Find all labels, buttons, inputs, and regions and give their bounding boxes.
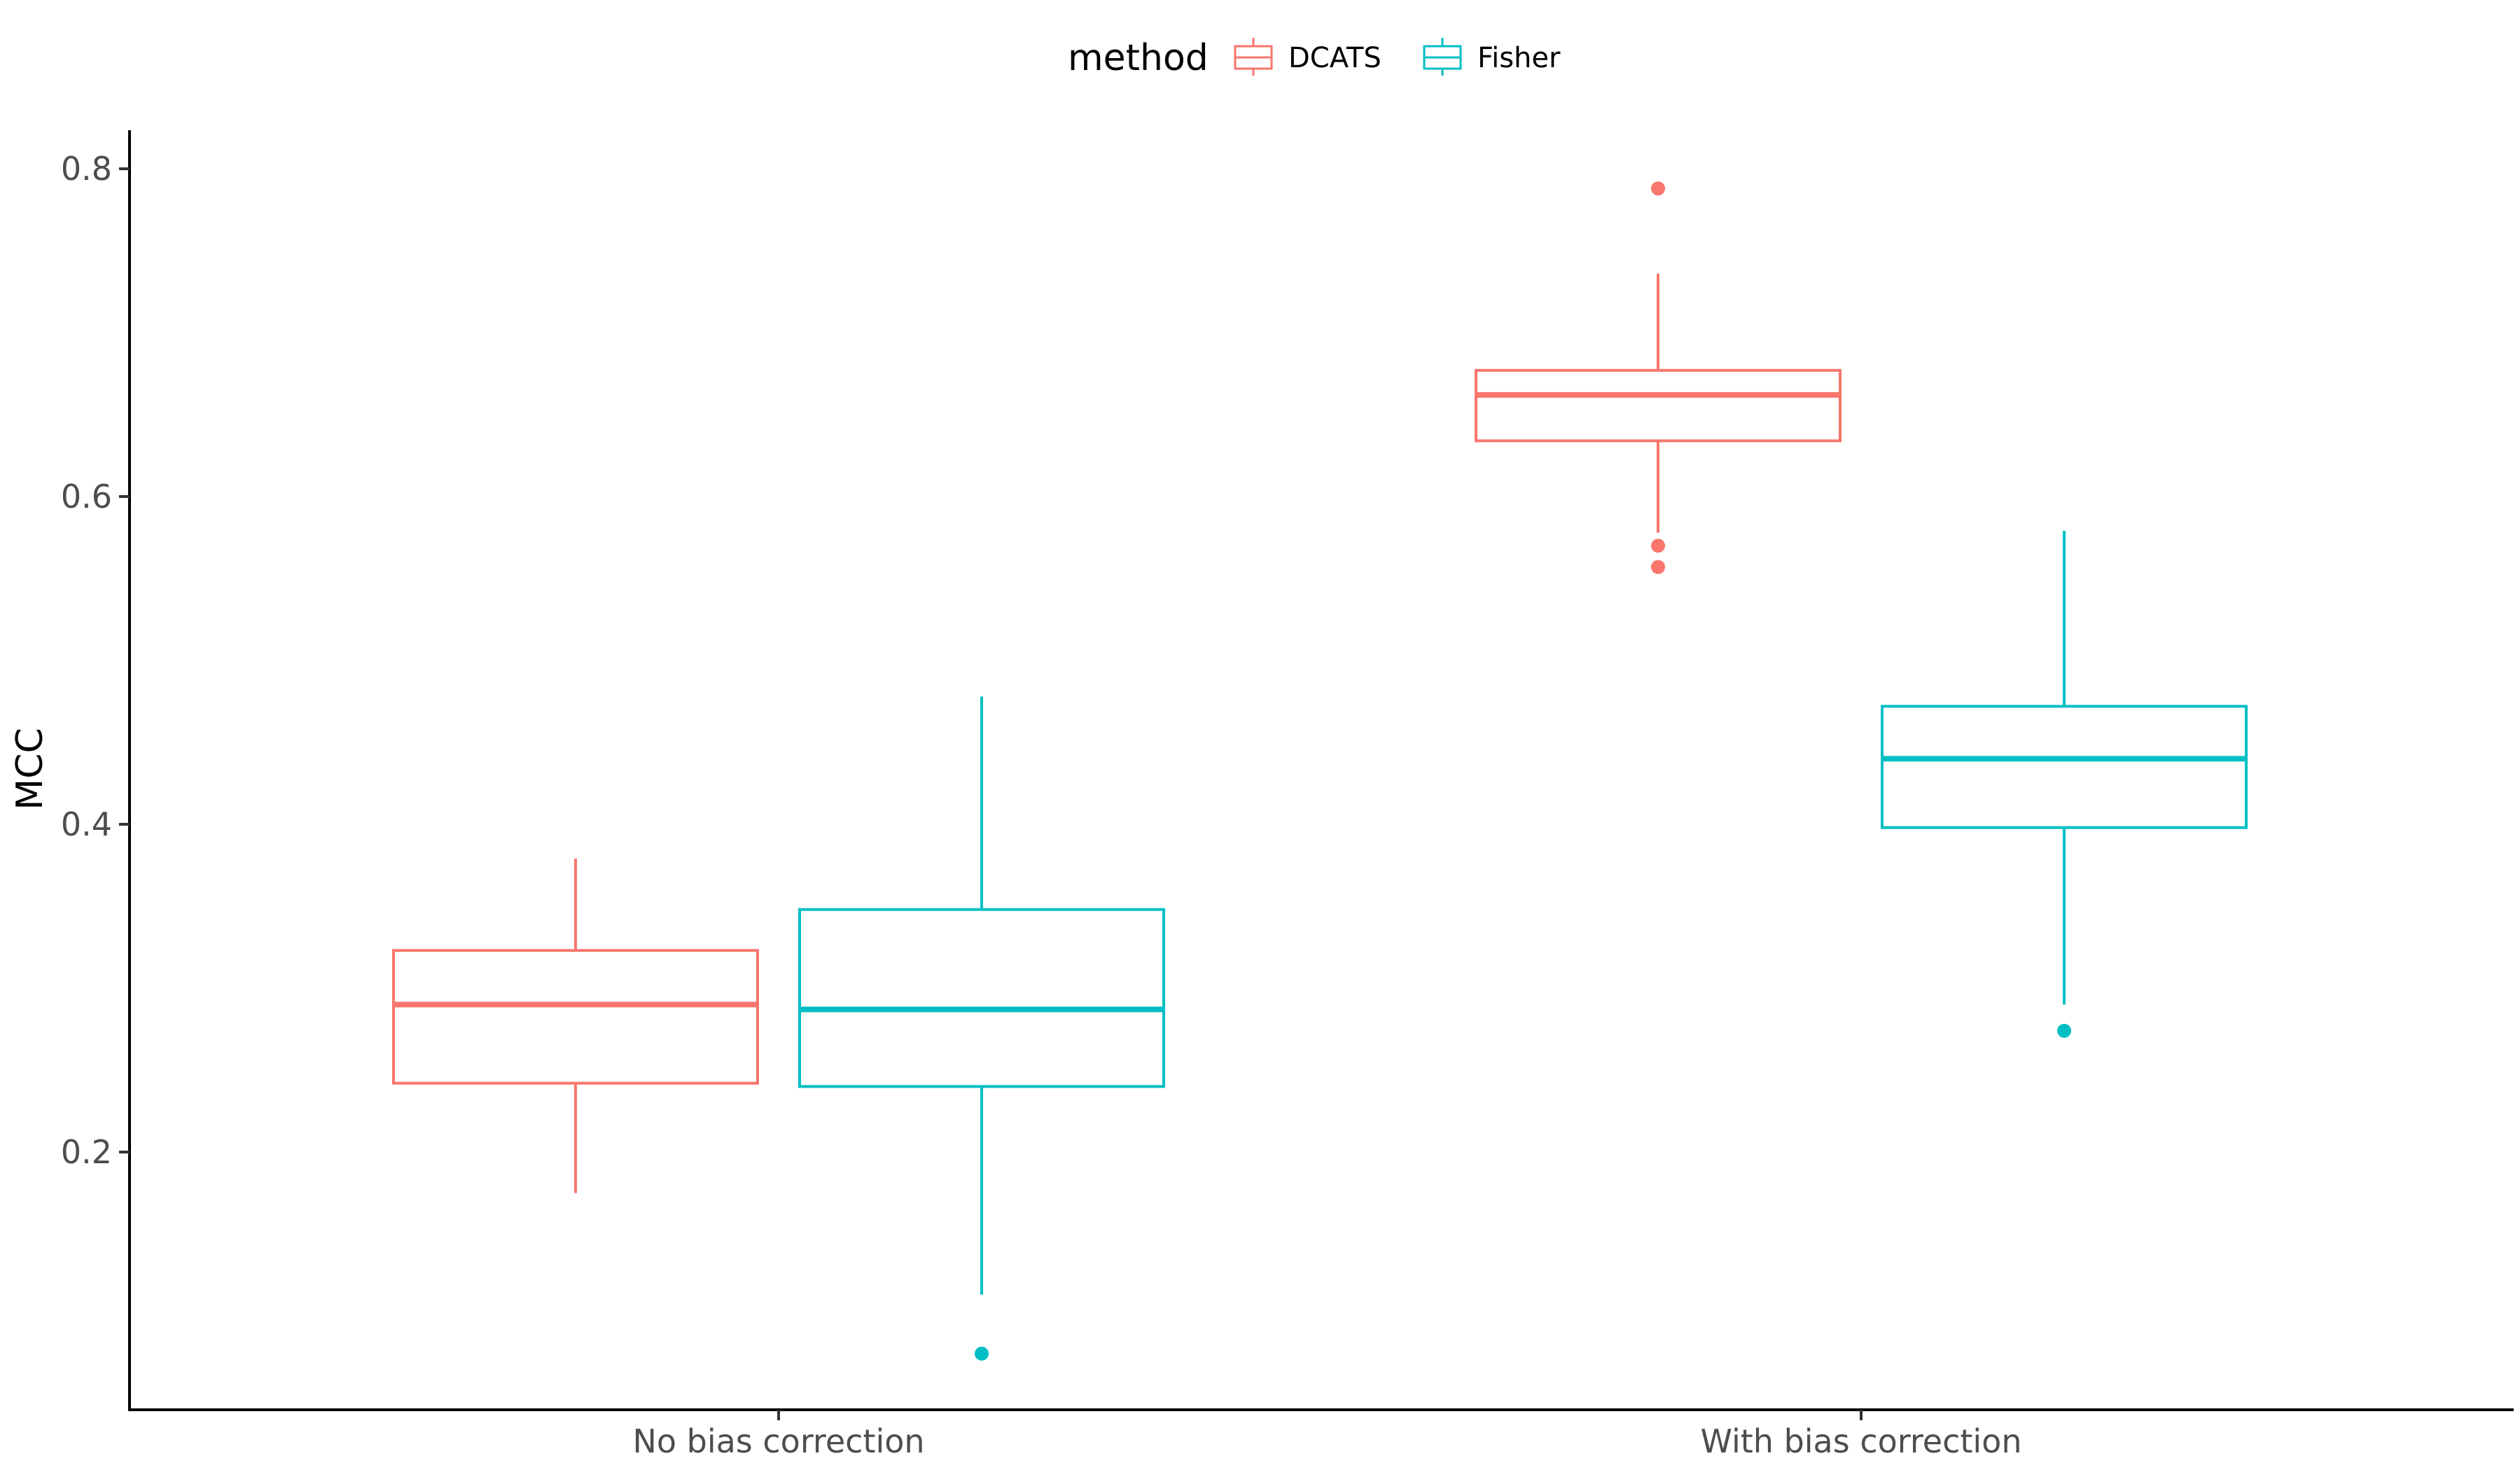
box-dcats <box>1475 181 1842 574</box>
y-tick-label: 0.6 <box>61 478 112 515</box>
legend-item-dcats: DCATS <box>1234 38 1381 76</box>
outlier-point <box>2057 1023 2071 1038</box>
outlier-point <box>1651 560 1665 574</box>
box-fisher <box>1881 531 2248 1038</box>
y-axis-title: MCC <box>9 728 51 810</box>
legend-items: DCATS Fisher <box>1234 38 1561 76</box>
legend-title: method <box>1068 37 1209 79</box>
y-tick-label: 0.2 <box>61 1133 112 1171</box>
x-tick-label: With bias correction <box>1701 1422 2022 1460</box>
x-tick-label: No bias correction <box>632 1422 924 1460</box>
box-iqr <box>1475 368 1842 443</box>
box-fisher <box>798 696 1165 1361</box>
box-iqr <box>1881 705 2248 829</box>
axes: MCC 0.2 0.4 0.6 0.8 No bias correction With b… <box>9 130 2514 1460</box>
box-iqr <box>798 908 1165 1088</box>
y-tick-label: 0.8 <box>61 150 112 188</box>
legend-label: Fisher <box>1477 42 1561 74</box>
outlier-point <box>1651 539 1665 553</box>
box-iqr <box>392 949 759 1085</box>
plot-area <box>392 181 2248 1361</box>
y-tick-label: 0.4 <box>61 805 112 843</box>
outlier-point <box>1651 181 1665 196</box>
outlier-point <box>975 1346 989 1361</box>
legend-label: DCATS <box>1288 42 1381 74</box>
box-dcats <box>392 859 759 1193</box>
legend-item-fisher: Fisher <box>1423 38 1561 76</box>
legend: method DCATS Fisher <box>1068 37 1561 79</box>
